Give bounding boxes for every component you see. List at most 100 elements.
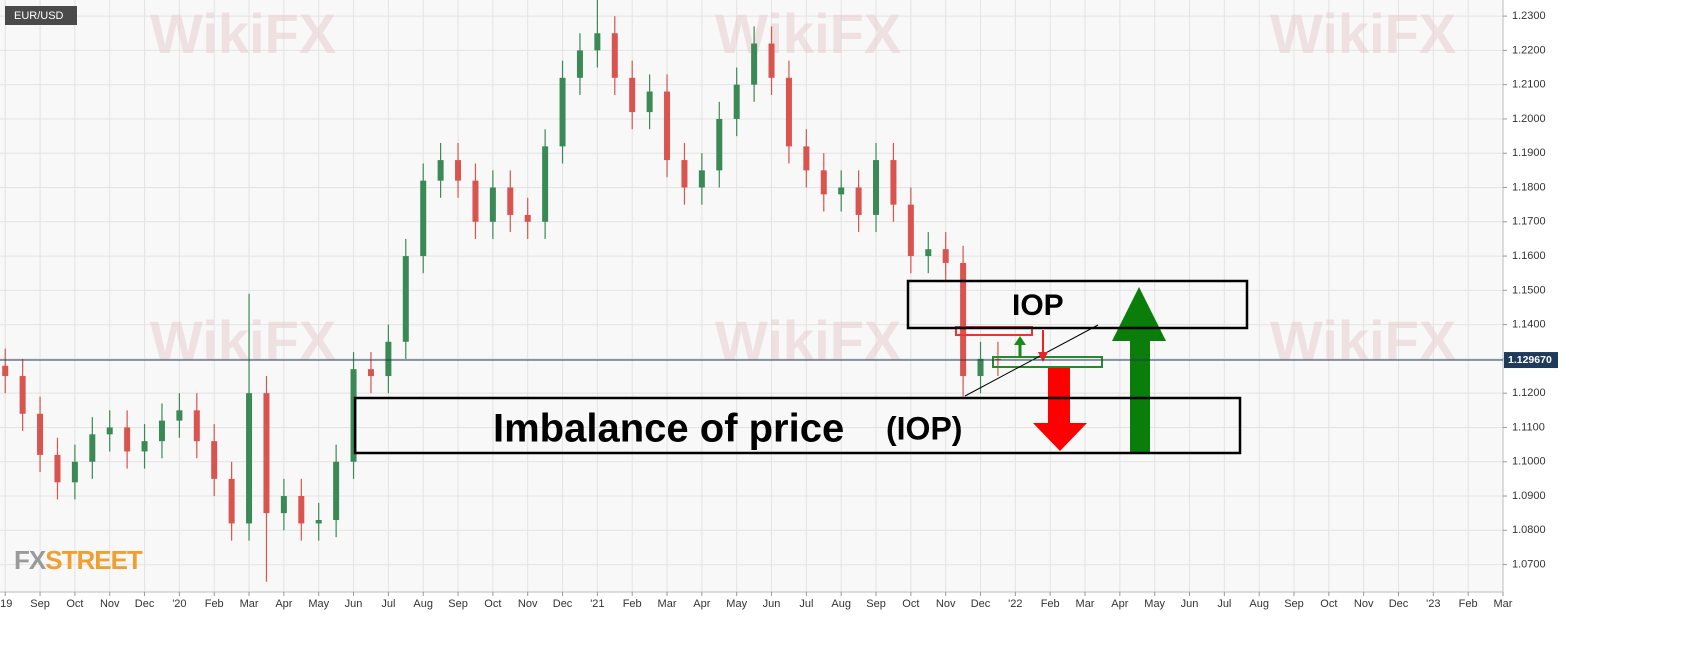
x-tick-label: Aug <box>413 598 433 610</box>
candle-body <box>106 427 113 435</box>
candle-body <box>89 434 96 462</box>
candle-body <box>298 496 305 524</box>
candle-body <box>315 520 322 524</box>
candle-body <box>820 170 827 195</box>
arrow-up-small-head <box>1014 336 1026 345</box>
x-tick-label: May <box>1144 598 1165 610</box>
x-tick-label: Dec <box>553 598 573 610</box>
candle-body <box>733 84 740 119</box>
candle-body <box>333 461 340 521</box>
candle-body <box>925 249 932 257</box>
x-tick-label: Sep <box>1284 598 1304 610</box>
candle-body <box>176 410 183 421</box>
candle-body <box>280 496 287 514</box>
candle-body <box>437 160 444 181</box>
candle-body <box>611 33 618 78</box>
candle-body <box>594 33 601 51</box>
x-tick-label: Mar <box>658 598 677 610</box>
watermark: WikiFX <box>715 309 901 372</box>
watermark: WikiFX <box>1270 2 1456 65</box>
candle-body <box>942 249 949 263</box>
logo-fx: FX <box>14 545 47 575</box>
imbalance-abbrev: (IOP) <box>886 410 962 446</box>
y-tick-label: 1.1800 <box>1512 181 1546 193</box>
x-tick-label: Apr <box>275 598 292 610</box>
candle-body <box>367 369 374 377</box>
x-tick-label: Jul <box>799 598 813 610</box>
candle-body <box>228 478 235 524</box>
x-tick-label: Dec <box>971 598 991 610</box>
watermark: WikiFX <box>715 2 901 65</box>
x-tick-label: Mar <box>240 598 259 610</box>
candle-body <box>855 187 862 215</box>
logo-street: STREET <box>45 545 143 575</box>
x-tick-label: Nov <box>100 598 120 610</box>
y-tick-label: 1.2200 <box>1512 44 1546 56</box>
last-price-label: 1.129670 <box>1508 354 1552 366</box>
x-tick-label: '19 <box>0 598 12 610</box>
x-tick-label: '22 <box>1008 598 1022 610</box>
candle-body <box>19 376 26 414</box>
watermark: WikiFX <box>150 309 336 372</box>
symbol-badge <box>5 6 77 25</box>
plot-background <box>0 0 1503 592</box>
support-zone <box>992 356 1103 368</box>
x-tick-label: Oct <box>484 598 501 610</box>
x-tick-label: '23 <box>1426 598 1440 610</box>
y-tick-label: 1.1700 <box>1512 216 1546 228</box>
x-tick-label: Jun <box>763 598 781 610</box>
arrow-down-head <box>1033 423 1087 451</box>
x-tick-label: Sep <box>30 598 50 610</box>
candle-body <box>524 214 531 222</box>
y-tick-label: 1.1200 <box>1512 387 1546 399</box>
y-tick-label: 1.1600 <box>1512 250 1546 262</box>
x-tick-label: Jun <box>345 598 363 610</box>
x-tick-label: '21 <box>590 598 604 610</box>
candle-body <box>576 50 583 78</box>
candle-body <box>193 410 200 442</box>
x-tick-label: Feb <box>1041 598 1060 610</box>
x-tick-label: Apr <box>693 598 710 610</box>
candle-body <box>141 441 148 452</box>
candle-body <box>994 358 1001 360</box>
x-tick-label: Nov <box>936 598 956 610</box>
candle-body <box>472 180 479 222</box>
x-tick-label: Dec <box>1389 598 1409 610</box>
y-tick-label: 1.2000 <box>1512 113 1546 125</box>
candle-body <box>646 91 653 113</box>
x-tick-label: Jul <box>381 598 395 610</box>
x-tick-label: Oct <box>66 598 83 610</box>
x-tick-label: Jun <box>1181 598 1199 610</box>
candle-body <box>542 146 549 222</box>
imbalance-box <box>353 396 1242 455</box>
iop-box <box>906 279 1249 330</box>
x-tick-label: Feb <box>623 598 642 610</box>
x-tick-label: Feb <box>1459 598 1478 610</box>
candle-body <box>629 77 636 113</box>
x-tick-label: Mar <box>1076 598 1095 610</box>
x-tick-label: Apr <box>1111 598 1128 610</box>
x-tick-label: Oct <box>1320 598 1337 610</box>
watermarks: WikiFX WikiFX WikiFX WikiFX WikiFX WikiF… <box>150 2 1456 372</box>
candle-body <box>385 341 392 377</box>
candles <box>2 0 1001 582</box>
arrow-down-small-head <box>1038 352 1048 362</box>
candle-body <box>2 365 9 377</box>
candle-body <box>402 256 409 342</box>
candle-body <box>907 204 914 257</box>
imbalance-label: Imbalance of price <box>493 407 844 451</box>
candle-body <box>54 454 61 483</box>
candle-body <box>977 358 984 377</box>
candle-body <box>158 420 165 442</box>
x-tick-label: May <box>726 598 747 610</box>
y-tick-label: 1.2300 <box>1512 10 1546 22</box>
candle-body <box>698 170 705 188</box>
symbol: EUR/USD <box>14 10 64 22</box>
watermark: WikiFX <box>150 2 336 65</box>
candle-body <box>873 160 880 215</box>
candle-body <box>768 43 775 78</box>
candle-body <box>211 441 218 479</box>
candle-body <box>489 187 496 222</box>
y-tick-label: 1.0700 <box>1512 558 1546 570</box>
